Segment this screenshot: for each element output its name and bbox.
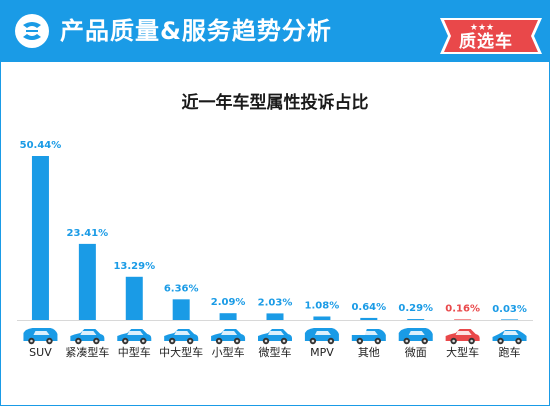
micro-car-icon (258, 329, 292, 345)
category-label: 中型车 (118, 345, 151, 359)
category-label: 紧凑型车 (65, 345, 109, 359)
bar-其他 (360, 317, 378, 320)
data-label: 0.29% (398, 303, 433, 314)
bar-跑车 (501, 319, 519, 320)
brand-logo-icon (15, 14, 49, 48)
category-label: 小型车 (212, 345, 245, 359)
badge-text: 质选车 (459, 32, 513, 52)
svg-text:★★★: ★★★ (470, 23, 494, 33)
category-label: 微型车 (259, 345, 292, 359)
chart-title: 近一年车型属性投诉占比 (181, 93, 369, 113)
data-label: 2.09% (211, 297, 246, 308)
bar-微面 (407, 319, 425, 320)
bar-大型车 (454, 319, 472, 320)
data-label: 50.44% (20, 140, 62, 151)
category-label: 微面 (405, 345, 427, 359)
bar-微型车 (266, 313, 284, 320)
compact-car-icon (70, 329, 105, 345)
data-label: 0.03% (492, 304, 527, 315)
data-label: 0.64% (351, 302, 386, 313)
data-label: 1.08% (305, 300, 340, 311)
sedan-icon (164, 329, 199, 345)
data-label: 6.36% (164, 283, 199, 294)
data-label: 2.03% (258, 297, 293, 308)
minivan-icon (304, 328, 339, 345)
category-label: SUV (29, 346, 52, 359)
data-label: 0.16% (445, 303, 480, 314)
sports-car-icon (492, 330, 527, 345)
small-car-icon (211, 329, 246, 345)
badge-ribbon-icon: ★★★ (440, 18, 542, 54)
bar-小型车 (219, 313, 237, 320)
bar-中型车 (125, 276, 143, 320)
category-label: 大型车 (446, 345, 479, 359)
bar-SUV (31, 156, 49, 320)
category-label: 中大型车 (159, 345, 203, 359)
category-label: 其他 (358, 346, 380, 359)
bar-中大型车 (172, 299, 190, 320)
pickup-truck-icon (351, 329, 386, 345)
header-title: 产品质量&服务趋势分析 (60, 17, 332, 45)
data-label: 23.41% (67, 228, 109, 239)
header-bar: 产品质量&服务趋势分析 ★★★ 质选车 (0, 0, 550, 62)
sedan-icon (117, 329, 152, 345)
large-sedan-icon (445, 329, 480, 345)
category-label: MPV (310, 346, 334, 359)
suv-car-icon (23, 328, 58, 345)
bar-MPV (313, 316, 331, 320)
category-label: 跑车 (499, 345, 521, 359)
bar-紧凑型车 (78, 243, 96, 320)
data-label: 13.29% (113, 261, 155, 272)
minibus-icon (398, 328, 433, 345)
badge: ★★★ 质选车 (422, 10, 550, 54)
